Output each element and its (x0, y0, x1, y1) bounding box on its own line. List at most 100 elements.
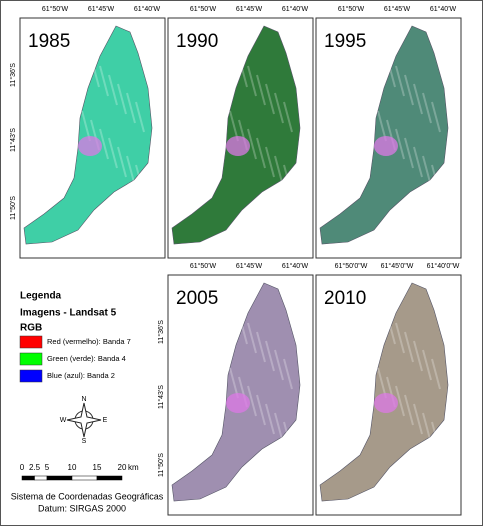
texture (283, 421, 293, 453)
texture (229, 304, 239, 336)
texture (413, 340, 423, 372)
scale-label: 10 (68, 463, 77, 472)
texture (99, 128, 109, 160)
legend-swatch (19, 369, 43, 383)
year-label: 1990 (176, 31, 218, 52)
longitude-label: 61°50'W (338, 5, 365, 13)
texture (256, 394, 266, 426)
year-label: 1985 (28, 31, 70, 52)
compass-letter: W (60, 417, 67, 424)
texture (404, 137, 414, 169)
longitude-label: 61°45'W (88, 5, 115, 13)
municipality (23, 25, 153, 245)
texture (422, 412, 432, 444)
urban-area (78, 136, 102, 156)
texture (256, 137, 266, 169)
texture (247, 322, 257, 354)
urban-area (374, 393, 398, 413)
texture (117, 83, 127, 115)
texture (99, 65, 109, 97)
texture (274, 155, 284, 187)
scale-segment (21, 475, 35, 481)
scale-label: 20 (118, 463, 127, 472)
texture (422, 155, 432, 187)
texture (108, 74, 118, 106)
texture (247, 385, 257, 417)
texture (413, 83, 423, 115)
texture (108, 137, 118, 169)
latitude-label: 11°36'S (157, 320, 165, 344)
scale-label: 0 (20, 463, 25, 472)
texture (404, 74, 414, 106)
texture (256, 74, 266, 106)
scale-segment (34, 475, 48, 481)
legend-label: Blue (azul): Banda 2 (47, 371, 115, 380)
municipality (171, 25, 301, 245)
scale-segment (46, 475, 73, 481)
scale-unit: km (128, 463, 139, 472)
latitude-label: 11°43'S (157, 385, 165, 409)
year-label: 1995 (324, 31, 366, 52)
municipality (319, 25, 449, 245)
latitude-label: 11°43'S (9, 128, 17, 152)
texture (413, 146, 423, 178)
year-label: 2005 (176, 288, 218, 309)
longitude-label: 61°40'W (282, 5, 309, 13)
longitude-label: 61°45'0"W (381, 262, 414, 270)
municipality (171, 282, 301, 502)
texture (126, 155, 136, 187)
legend-title: Legenda (20, 291, 62, 302)
texture (274, 92, 284, 124)
texture (229, 47, 239, 79)
longitude-label: 61°50'0"W (335, 262, 368, 270)
texture (126, 92, 136, 124)
texture (404, 331, 414, 363)
longitude-label: 61°50'W (190, 5, 217, 13)
texture (283, 164, 293, 196)
texture (117, 146, 127, 178)
compass-letter: S (82, 438, 87, 445)
latitude-label: 11°50'S (157, 453, 165, 477)
legend-subtitle: Imagens - Landsat 5 (20, 308, 117, 319)
texture (135, 164, 145, 196)
urban-area (374, 136, 398, 156)
urban-area (226, 136, 250, 156)
longitude-label: 61°40'0"W (427, 262, 460, 270)
scale-label: 15 (93, 463, 102, 472)
texture (256, 331, 266, 363)
longitude-label: 61°40'W (430, 5, 457, 13)
texture (265, 340, 275, 372)
texture (274, 412, 284, 444)
longitude-label: 61°45'W (236, 262, 263, 270)
longitude-label: 61°45'W (236, 5, 263, 13)
scale-label: 2.5 (29, 463, 41, 472)
texture (90, 56, 100, 88)
legend-swatch (19, 335, 43, 349)
texture (265, 403, 275, 435)
scale-label: 5 (45, 463, 50, 472)
texture (386, 313, 396, 345)
texture (386, 56, 396, 88)
texture (404, 394, 414, 426)
longitude-label: 61°50'W (42, 5, 69, 13)
texture (229, 110, 239, 142)
texture (431, 164, 441, 196)
municipality (319, 282, 449, 502)
legend-label: Green (verde): Banda 4 (47, 354, 126, 363)
legend-label: Red (vermelho): Banda 7 (47, 337, 131, 346)
texture (265, 83, 275, 115)
longitude-label: 61°40'W (134, 5, 161, 13)
longitude-label: 61°45'W (384, 5, 411, 13)
texture (81, 110, 91, 142)
texture (81, 47, 91, 79)
texture (274, 349, 284, 381)
texture (431, 358, 441, 390)
compass-star (66, 402, 102, 438)
scale-segment (96, 475, 123, 481)
texture (135, 101, 145, 133)
legend-rgb: RGB (20, 323, 42, 334)
texture (377, 47, 387, 79)
compass-letter: N (81, 396, 86, 403)
texture (422, 92, 432, 124)
